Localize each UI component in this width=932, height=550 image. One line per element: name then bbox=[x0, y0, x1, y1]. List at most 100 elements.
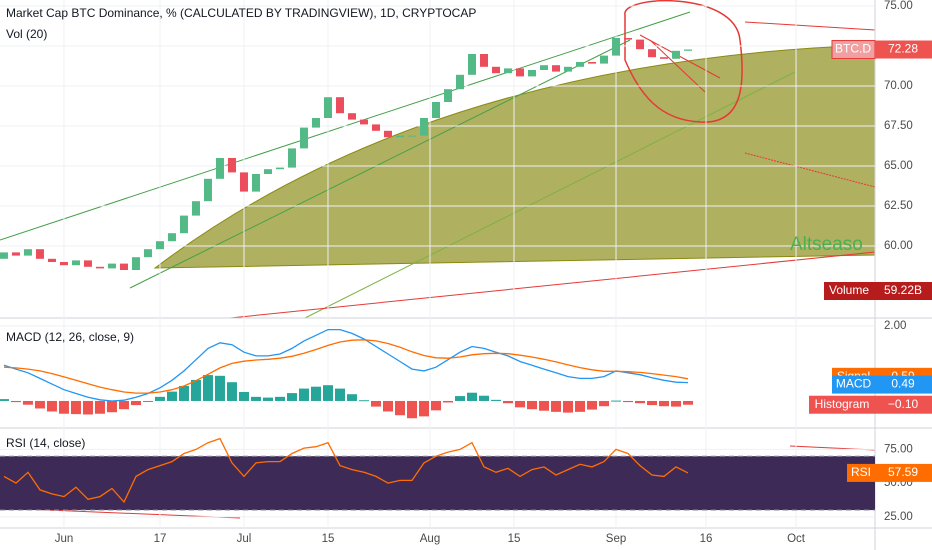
candle bbox=[95, 266, 104, 269]
histogram-bar bbox=[599, 400, 610, 407]
candle bbox=[239, 172, 248, 192]
candle bbox=[335, 97, 344, 114]
symbol-tag: BTC.D bbox=[835, 42, 871, 56]
annotation: Altseaso bbox=[790, 234, 863, 255]
signal-line bbox=[3, 339, 689, 394]
candle bbox=[11, 252, 20, 256]
histogram-bar bbox=[503, 400, 514, 404]
candle bbox=[504, 68, 513, 74]
candle bbox=[395, 135, 404, 138]
histogram-bar bbox=[178, 385, 189, 401]
histogram-bar bbox=[262, 397, 273, 401]
candle bbox=[311, 118, 320, 128]
badge-value-bg bbox=[875, 395, 932, 414]
histogram-bar bbox=[382, 400, 393, 412]
candle bbox=[564, 66, 573, 72]
histogram-bar bbox=[563, 400, 574, 413]
histogram-bar bbox=[491, 399, 502, 401]
macd-title: MACD (12, 26, close, 9) bbox=[6, 330, 134, 344]
volume-tag-bg bbox=[824, 282, 875, 300]
badge-value-bg bbox=[875, 40, 932, 59]
trend-line bbox=[744, 152, 876, 188]
circle-drawing bbox=[624, 0, 743, 123]
histogram-bar bbox=[346, 394, 357, 401]
histogram-bar bbox=[358, 400, 369, 402]
candle bbox=[71, 260, 80, 266]
histogram-bar bbox=[58, 400, 69, 414]
y-tick-label: 2.00 bbox=[884, 320, 906, 332]
histogram-bar bbox=[202, 375, 213, 401]
x-tick-label: Jun bbox=[55, 533, 74, 545]
histogram-bar bbox=[683, 400, 694, 405]
candle bbox=[444, 89, 453, 102]
candle bbox=[227, 158, 236, 173]
histogram-bar bbox=[274, 396, 285, 401]
candle bbox=[203, 178, 212, 202]
candle bbox=[251, 174, 260, 192]
histogram-bar bbox=[527, 400, 538, 410]
volume-title: Vol (20) bbox=[6, 27, 47, 41]
trend-line bbox=[229, 251, 876, 319]
histogram-bar bbox=[166, 391, 177, 401]
candle bbox=[624, 38, 633, 40]
candle bbox=[612, 38, 621, 56]
histogram-bar bbox=[106, 400, 117, 413]
histogram-bar bbox=[659, 400, 670, 407]
volume-tag: Volume bbox=[829, 283, 869, 297]
candle bbox=[59, 262, 68, 266]
candle bbox=[155, 241, 164, 250]
candle bbox=[648, 49, 657, 58]
candle bbox=[299, 127, 308, 149]
histogram-bar bbox=[479, 395, 490, 401]
histogram-bar bbox=[539, 400, 550, 411]
y-tick-label: 75.00 bbox=[884, 443, 913, 455]
histogram-bar bbox=[575, 400, 586, 412]
candle bbox=[131, 257, 140, 270]
candle bbox=[456, 74, 465, 90]
candle bbox=[263, 169, 272, 174]
candle bbox=[275, 167, 284, 170]
candle bbox=[323, 97, 332, 118]
histogram-bar bbox=[298, 388, 309, 401]
y-tick-label: 62.50 bbox=[884, 200, 913, 212]
histogram-bar bbox=[394, 400, 405, 416]
x-tick-label: 16 bbox=[700, 533, 713, 545]
histogram-bar bbox=[118, 400, 129, 410]
candle bbox=[480, 54, 489, 67]
histogram-bar bbox=[635, 400, 646, 404]
y-tick-label: 60.00 bbox=[884, 240, 913, 252]
x-tick-label: Oct bbox=[787, 533, 806, 545]
histogram-bar bbox=[22, 400, 33, 405]
candle bbox=[407, 135, 416, 137]
candle bbox=[468, 54, 477, 75]
histogram-bar bbox=[623, 400, 634, 403]
histogram-bar bbox=[611, 400, 622, 402]
candle bbox=[588, 62, 597, 64]
chart-title: Market Cap BTC Dominance, % (CALCULATED … bbox=[6, 6, 476, 20]
histogram-bar bbox=[70, 400, 81, 415]
histogram-bar bbox=[467, 392, 478, 401]
trend-line bbox=[129, 39, 631, 289]
volume-value: 59.22B bbox=[884, 283, 922, 297]
histogram-bar bbox=[587, 400, 598, 410]
candle bbox=[516, 68, 525, 77]
candle bbox=[83, 260, 92, 267]
histogram-bar bbox=[238, 391, 249, 401]
badge-value-bg bbox=[875, 463, 932, 482]
histogram-bar bbox=[94, 400, 105, 414]
badge-name-bg bbox=[847, 463, 875, 482]
x-tick-label: 17 bbox=[154, 533, 167, 545]
rsi-title: RSI (14, close) bbox=[6, 436, 85, 450]
candle bbox=[660, 57, 669, 59]
histogram-bar bbox=[418, 400, 429, 417]
histogram-bar bbox=[142, 400, 153, 402]
candle bbox=[47, 258, 56, 262]
candle bbox=[191, 201, 200, 216]
histogram-bar bbox=[515, 400, 526, 408]
y-tick-label: 25.00 bbox=[884, 511, 913, 523]
x-tick-label: Sep bbox=[606, 533, 626, 545]
histogram-bar bbox=[286, 393, 297, 401]
histogram-bar bbox=[671, 400, 682, 407]
candle bbox=[576, 62, 585, 67]
candle bbox=[528, 70, 537, 77]
